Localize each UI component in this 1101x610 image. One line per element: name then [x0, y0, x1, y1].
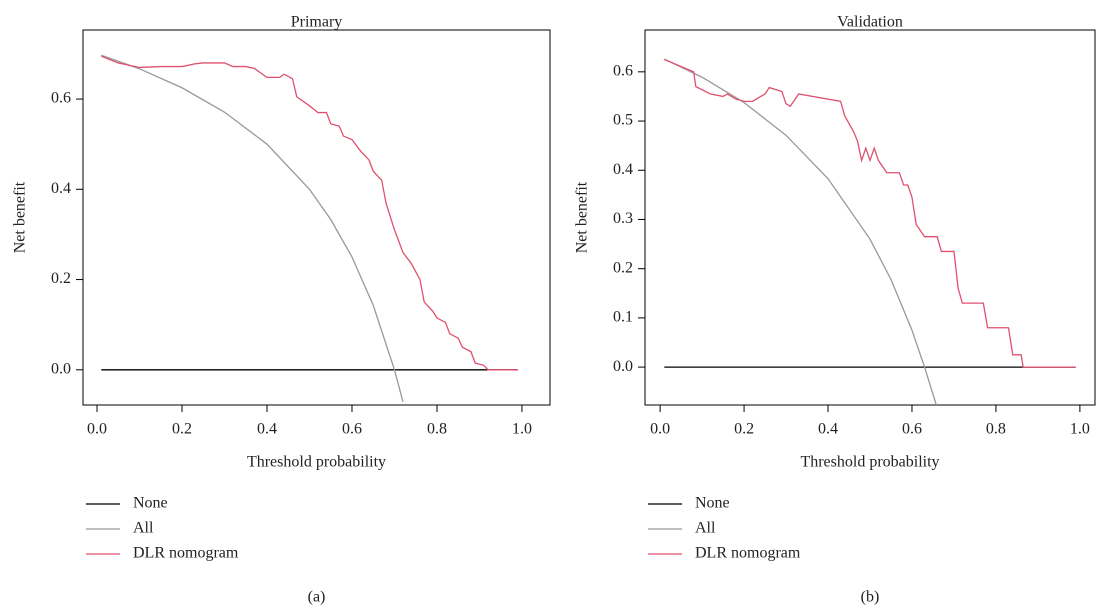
plot-frame	[82, 29, 551, 406]
series-line	[664, 58, 937, 405]
x-tick-label: 0.0	[87, 421, 107, 438]
y-tick-label: 0.6	[51, 90, 71, 107]
y-tick-label: 0.2	[613, 259, 633, 276]
x-tick-label: 0.6	[342, 421, 362, 438]
chart-title: Validation	[837, 14, 903, 31]
x-axis-label: Threshold probability	[800, 454, 939, 471]
plot-area	[101, 54, 518, 403]
plot-area	[664, 58, 1076, 405]
x-tick-label: 0.8	[986, 421, 1006, 438]
y-tick-label: 0.3	[613, 210, 633, 227]
legend-label: None	[695, 495, 730, 512]
y-tick-label: 0.2	[51, 270, 71, 287]
x-tick-label: 1.0	[512, 421, 532, 438]
caption: (a)	[308, 589, 326, 606]
y-tick-label: 0.6	[613, 63, 633, 80]
y-tick-label: 0.4	[613, 161, 633, 178]
series-line	[101, 55, 518, 371]
plot-frame	[644, 29, 1096, 406]
x-tick-label: 0.8	[427, 421, 447, 438]
legend-label: DLR nomogram	[695, 545, 801, 562]
y-tick-label: 0.4	[51, 180, 71, 197]
y-tick-label: 0.5	[613, 112, 633, 129]
x-tick-label: 0.0	[650, 421, 670, 438]
x-tick-label: 0.4	[818, 421, 838, 438]
y-axis-label: Net benefit	[12, 181, 29, 253]
legend-label: None	[133, 495, 168, 512]
y-tick-label: 0.1	[613, 309, 633, 326]
x-tick-label: 0.2	[734, 421, 754, 438]
series-line	[664, 58, 1076, 368]
x-tick-label: 0.4	[257, 421, 277, 438]
y-axis-label: Net benefit	[574, 181, 591, 253]
x-tick-label: 1.0	[1070, 421, 1090, 438]
legend-label: All	[133, 520, 154, 537]
x-tick-label: 0.2	[172, 421, 192, 438]
series-line	[101, 54, 404, 403]
x-tick-label: 0.6	[902, 421, 922, 438]
caption: (b)	[861, 589, 880, 606]
chart-title: Primary	[291, 14, 343, 31]
y-tick-label: 0.0	[613, 358, 633, 375]
x-axis-label: Threshold probability	[247, 454, 386, 471]
y-tick-label: 0.0	[51, 360, 71, 377]
legend-label: DLR nomogram	[133, 545, 239, 562]
legend-label: All	[695, 520, 716, 537]
